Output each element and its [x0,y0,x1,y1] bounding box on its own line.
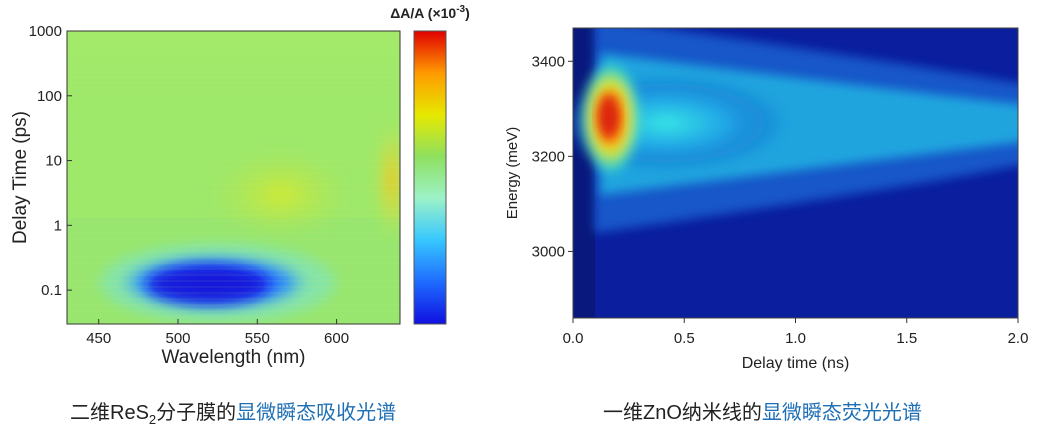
heatmap-area [573,28,1018,318]
y-tick-label: 3000 [532,243,565,260]
x-tick-label: 550 [245,330,270,347]
colorbar-label-close: ) [465,5,470,21]
y-tick-label: 1 [54,217,62,234]
colorbar [413,30,447,325]
right-caption: 一维ZnO纳米线的显微瞬态荧光光谱 [603,396,922,425]
positive-band [211,149,352,240]
x-tick-label: 1.0 [785,330,806,347]
x-tick-label: 2.0 [1008,330,1029,347]
transient-absorption-chart: 450 500 550 600 0.1 1 10 100 1000 Wavelength (nm)… [10,4,470,368]
x-tick-label: 0.0 [563,330,584,347]
x-tick-label: 0.5 [674,330,695,347]
y-tick-label: 0.1 [41,282,62,299]
left-caption: 二维ReS2分子膜的显微瞬态吸收光谱 [70,396,396,427]
heatmap-top-region [67,31,400,91]
x-tick-label: 500 [165,330,190,347]
bleach-core [147,266,268,303]
colorbar-label: ΔA/A (×10-3) [390,4,470,21]
plot-frame [66,30,401,325]
left-caption-highlight: 显微瞬态吸收光谱 [236,402,397,424]
y-axis-label: Energy (meV) [504,127,521,220]
y-axis-label: Delay Time (ps) [10,111,31,244]
y-tick-label: 100 [37,88,62,105]
colorbar-label-exponent: -3 [456,4,465,15]
transient-absorption-figure: 450 500 550 600 0.1 1 10 100 1000 Wavelength (nm)… [0,0,500,380]
y-tick-label: 3200 [532,148,565,165]
emission-peak-core [598,94,619,139]
transient-fluorescence-chart: 0.0 0.5 1.0 1.5 2.0 3000 3200 3400 Delay time (n… [504,27,1029,372]
x-axis-label: Delay time (ns) [742,355,850,372]
left-caption-subscript: 2 [148,412,157,427]
y-tick-label: 1000 [29,23,62,40]
x-tick-label: 1.5 [896,330,917,347]
right-caption-highlight: 显微瞬态荧光光谱 [761,402,922,424]
heatmap-area [67,31,400,324]
y-tick-label: 10 [45,153,62,170]
right-caption-prefix: 一维ZnO纳米线的 [603,402,762,424]
x-axis-label: Wavelength (nm) [162,347,306,368]
x-tick-label: 600 [324,330,349,347]
colorbar-label-main: ΔA/A (×10 [390,5,456,21]
positive-edge [374,120,400,241]
left-caption-prefix: 二维ReS [70,402,149,424]
y-tick-label: 3400 [532,53,565,70]
x-tick-label: 450 [86,330,111,347]
left-caption-middle: 分子膜的 [156,402,237,424]
transient-fluorescence-figure: 0.0 0.5 1.0 1.5 2.0 3000 3200 3400 Delay time (n… [500,0,1048,380]
